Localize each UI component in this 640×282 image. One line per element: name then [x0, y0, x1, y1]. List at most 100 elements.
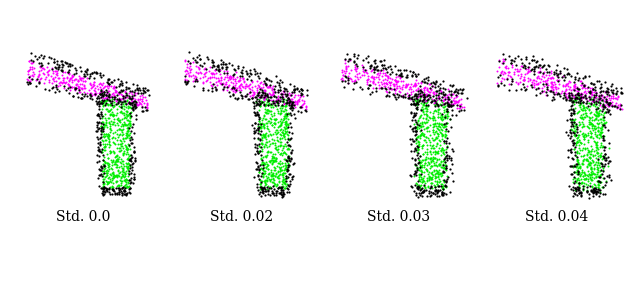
- Point: [426, 181, 436, 185]
- Point: [282, 147, 292, 151]
- Point: [427, 84, 437, 88]
- Point: [429, 98, 440, 102]
- Point: [438, 183, 448, 188]
- Point: [527, 82, 537, 86]
- Point: [573, 168, 583, 173]
- Point: [192, 60, 202, 64]
- Point: [236, 87, 246, 92]
- Point: [392, 91, 402, 96]
- Point: [266, 185, 276, 190]
- Point: [430, 150, 440, 154]
- Point: [116, 110, 126, 114]
- Point: [462, 95, 472, 100]
- Point: [296, 103, 306, 108]
- Point: [574, 137, 584, 142]
- Point: [124, 120, 134, 125]
- Point: [341, 69, 351, 73]
- Point: [573, 76, 584, 80]
- Point: [109, 175, 119, 179]
- Point: [61, 87, 72, 92]
- Point: [252, 93, 262, 97]
- Point: [100, 112, 110, 117]
- Point: [417, 170, 427, 175]
- Point: [426, 164, 436, 168]
- Point: [193, 55, 203, 59]
- Point: [582, 148, 593, 153]
- Point: [117, 191, 127, 196]
- Point: [255, 103, 266, 108]
- Point: [591, 164, 602, 169]
- Point: [568, 95, 579, 99]
- Point: [51, 64, 61, 69]
- Point: [424, 161, 434, 166]
- Point: [273, 101, 284, 105]
- Point: [566, 147, 576, 151]
- Point: [584, 95, 594, 100]
- Point: [124, 172, 134, 177]
- Point: [114, 96, 124, 101]
- Point: [272, 98, 282, 103]
- Point: [180, 78, 190, 82]
- Point: [200, 79, 211, 83]
- Point: [246, 78, 257, 83]
- Point: [261, 96, 271, 100]
- Point: [252, 89, 262, 94]
- Point: [254, 191, 264, 196]
- Point: [257, 172, 267, 177]
- Point: [582, 173, 592, 178]
- Point: [125, 135, 136, 140]
- Point: [589, 118, 599, 122]
- Point: [589, 162, 599, 167]
- Point: [98, 114, 108, 119]
- Point: [258, 91, 268, 96]
- Point: [413, 147, 423, 151]
- Point: [99, 90, 109, 94]
- Point: [248, 92, 259, 96]
- Point: [116, 79, 127, 84]
- Point: [580, 146, 591, 150]
- Point: [64, 78, 74, 82]
- Point: [438, 191, 449, 195]
- Point: [572, 158, 582, 163]
- Point: [117, 106, 127, 110]
- Point: [497, 69, 507, 73]
- Point: [577, 96, 587, 100]
- Point: [125, 180, 136, 184]
- Point: [521, 87, 531, 91]
- Point: [118, 124, 128, 129]
- Point: [62, 61, 72, 65]
- Point: [125, 158, 135, 162]
- Point: [439, 125, 449, 130]
- Point: [589, 82, 599, 86]
- Point: [99, 186, 109, 191]
- Point: [423, 75, 433, 79]
- Point: [419, 174, 429, 179]
- Point: [102, 96, 112, 101]
- Point: [248, 90, 258, 94]
- Point: [262, 92, 272, 97]
- Point: [593, 174, 603, 178]
- Point: [572, 150, 582, 154]
- Point: [582, 140, 593, 145]
- Point: [260, 168, 270, 173]
- Point: [433, 189, 443, 194]
- Point: [532, 58, 542, 63]
- Point: [268, 173, 278, 177]
- Point: [24, 68, 34, 72]
- Point: [594, 100, 604, 104]
- Point: [586, 144, 596, 148]
- Point: [440, 87, 451, 91]
- Point: [564, 91, 574, 96]
- Point: [372, 71, 382, 76]
- Point: [600, 95, 610, 99]
- Point: [394, 73, 404, 78]
- Point: [560, 95, 570, 100]
- Point: [277, 193, 287, 198]
- Point: [420, 188, 431, 193]
- Point: [259, 102, 269, 107]
- Point: [426, 175, 436, 179]
- Point: [253, 127, 263, 131]
- Point: [28, 74, 38, 79]
- Point: [121, 177, 131, 182]
- Point: [247, 80, 257, 85]
